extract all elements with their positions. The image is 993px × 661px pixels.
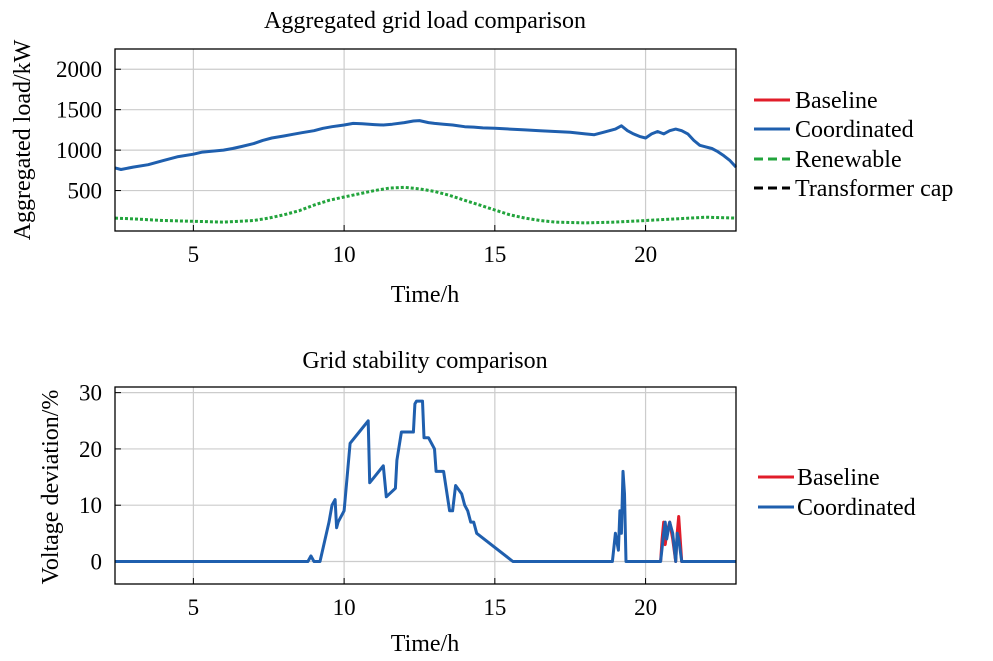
x-tick-label: 5 [188, 595, 200, 620]
x-tick-label: 20 [634, 242, 657, 267]
y-tick-label: 1000 [56, 138, 102, 163]
tick-labels: 5 10 15 20 0 10 20 30 [79, 381, 657, 620]
plot-frame [114, 48, 737, 232]
y-tick-label: 2000 [56, 57, 102, 82]
y-tick-label: 0 [91, 549, 103, 574]
legend-label-renewable: Renewable [795, 147, 902, 173]
series-line-coordinated [114, 119, 738, 171]
stability-chart: Grid stability comparison 5 10 15 20 0 10 20 30… [38, 348, 916, 657]
legend-label-baseline: Baseline [797, 465, 880, 491]
y-axis-label: Voltage deviation/% [38, 390, 64, 585]
tick-labels: 5 10 15 20 500 1000 1500 2000 [56, 57, 657, 267]
x-tick-label: 10 [333, 242, 356, 267]
grid [115, 49, 736, 231]
y-tick-label: 10 [79, 493, 102, 518]
x-tick-label: 5 [188, 242, 200, 267]
legend-label-coordinated: Coordinated [797, 495, 916, 521]
y-tick-label: 500 [68, 179, 103, 204]
chart-title: Aggregated grid load comparison [264, 8, 586, 34]
series-line-coordinated [115, 399, 736, 563]
x-axis-label: Time/h [391, 282, 459, 308]
legend-label-coordinated: Coordinated [795, 117, 914, 143]
load-chart: Aggregated grid load comparison 5 10 15 205… [10, 8, 953, 308]
y-tick-label: 30 [79, 381, 102, 406]
x-tick-label: 15 [483, 242, 506, 267]
y-tick-label: 1500 [56, 98, 102, 123]
x-tick-label: 15 [483, 595, 506, 620]
legend: Baseline Coordinated Renewable Transform… [754, 88, 953, 202]
series-line-renewable [114, 185, 737, 225]
x-axis-label: Time/h [391, 631, 459, 657]
legend-label-baseline: Baseline [795, 88, 878, 114]
plot-frame [114, 386, 737, 585]
chart-title: Grid stability comparison [302, 348, 547, 374]
x-tick-label: 10 [333, 595, 356, 620]
y-axis-label: Aggregated load/kW [10, 39, 36, 240]
y-tick-label: 20 [79, 437, 102, 462]
grid [115, 387, 736, 584]
x-tick-label: 20 [634, 595, 657, 620]
series-layer [115, 399, 736, 563]
legend-label-transformer-cap: Transformer cap [795, 176, 953, 202]
legend: Baseline Coordinated [758, 465, 916, 521]
series-layer [114, 119, 738, 225]
